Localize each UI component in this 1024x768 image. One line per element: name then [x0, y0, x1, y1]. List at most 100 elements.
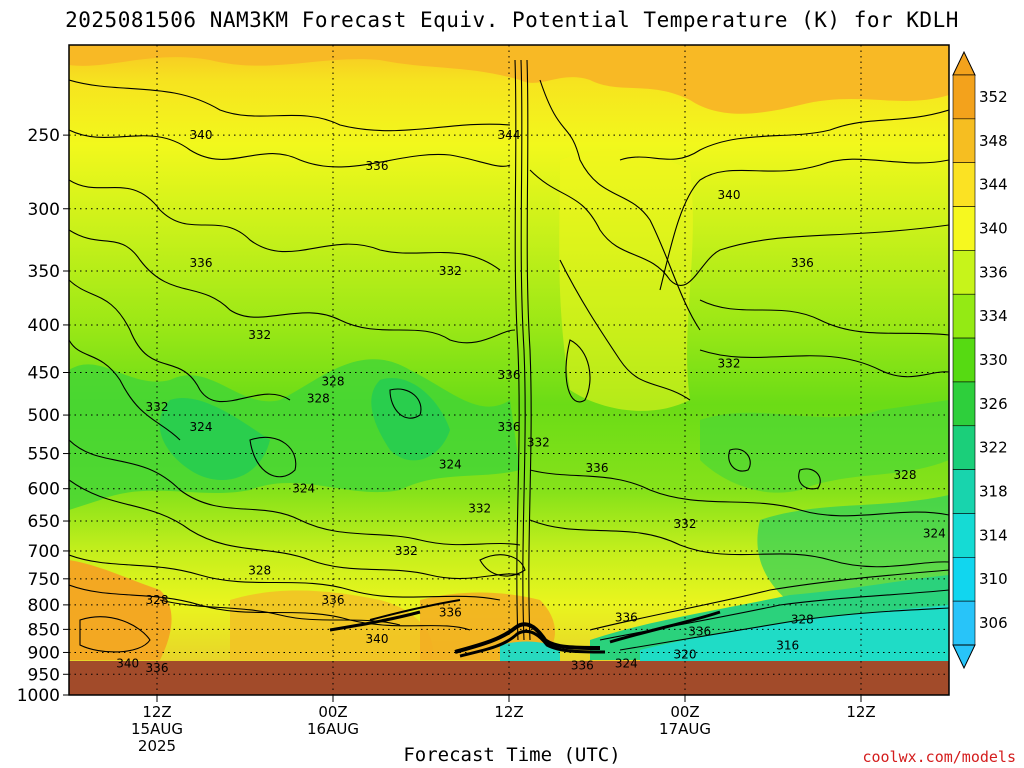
- chart-title: 2025081506 NAM3KM Forecast Equiv. Potent…: [65, 8, 959, 32]
- contour-label: 336: [190, 256, 213, 270]
- contour-label: 324: [923, 526, 946, 540]
- packed-contour-zone: [329, 599, 721, 658]
- colorbar-top-arrow: [952, 50, 976, 76]
- colorbar-swatch: [952, 513, 976, 558]
- plot-grid: [69, 45, 949, 695]
- contour-label: 340: [366, 632, 389, 646]
- x-axis-title: Forecast Time (UTC): [403, 744, 621, 766]
- colorbar-label: 340: [979, 219, 1008, 237]
- x-tick-label: 00Z: [318, 703, 347, 721]
- x-tick-label: 15AUG: [131, 720, 183, 738]
- contour-label: 332: [674, 517, 697, 531]
- field-background: [69, 45, 949, 695]
- contour-label: 328: [894, 468, 917, 482]
- colorbar-bottom-arrow: [952, 644, 976, 670]
- y-tick-label: 950: [28, 665, 60, 685]
- y-tick-label: 600: [28, 480, 60, 500]
- colorbar-swatch: [952, 162, 976, 207]
- colorbar-swatch: [952, 118, 976, 163]
- y-tick-label: 1000: [17, 686, 60, 706]
- contour-label: 320: [674, 648, 697, 662]
- x-tick-label: 12Z: [142, 703, 171, 721]
- y-tick-label: 250: [28, 126, 60, 146]
- y-tick-label: 650: [28, 512, 60, 532]
- colorbar-swatch: [952, 600, 976, 646]
- contour-label: 340: [190, 128, 213, 142]
- y-tick-label: 400: [28, 316, 60, 336]
- contour-label: 324: [439, 457, 462, 471]
- y-tick-label: 900: [28, 643, 60, 663]
- colorbar-swatch: [952, 337, 976, 383]
- contour-label: 328: [307, 392, 330, 406]
- colorbar-label: 352: [979, 88, 1008, 106]
- x-tick-label: 00Z: [670, 703, 699, 721]
- y-tick-label: 300: [28, 200, 60, 220]
- contour-label: 332: [718, 356, 741, 370]
- colorbar-label: 344: [979, 176, 1008, 194]
- contour-label: 340: [718, 188, 741, 202]
- contour-label: 332: [395, 544, 418, 558]
- colorbar-swatch: [952, 250, 976, 295]
- contour-labels: 340 344 336 340 336 332 336 332 336 332 328 328 332 3…: [116, 128, 946, 675]
- colorbar: 352 348 344 340 336 334 330 326 322 318 314 310 306: [952, 50, 1008, 670]
- contour-label: 336: [586, 461, 609, 475]
- colorbar-swatch: [952, 206, 976, 251]
- y-tick-label: 500: [28, 406, 60, 426]
- y-tick-label: 850: [28, 620, 60, 640]
- contour-label: 328: [791, 613, 814, 627]
- contour-label: 332: [248, 328, 271, 342]
- contour-label: 340: [116, 657, 139, 671]
- colorbar-swatch: [952, 74, 976, 120]
- colorbar-label: 318: [979, 483, 1008, 501]
- colorbar-swatch: [952, 381, 976, 427]
- x-tick-label: 16AUG: [307, 720, 359, 738]
- colorbar-label: 334: [979, 307, 1008, 325]
- colorbar-label: 330: [979, 351, 1008, 369]
- x-tick-label: 17AUG: [659, 720, 711, 738]
- contour-label: 336: [439, 605, 462, 619]
- y-tick-label: 800: [28, 596, 60, 616]
- x-tick-label: 2025: [138, 737, 176, 755]
- y-tick-label: 350: [28, 262, 60, 282]
- colorbar-swatch: [952, 469, 976, 514]
- x-tick-label: 12Z: [846, 703, 875, 721]
- colorbar-label: 306: [979, 614, 1008, 632]
- contour-label: 332: [146, 400, 169, 414]
- contour-label: 336: [146, 661, 169, 675]
- colorbar-label: 310: [979, 570, 1008, 588]
- colorbar-swatch: [952, 557, 976, 602]
- colorbar-label: 336: [979, 263, 1008, 281]
- y-axis: 250 300 350 400 450 500 550 600 650 700 750 800 850 9…: [17, 126, 69, 706]
- y-tick-label: 550: [28, 445, 60, 465]
- contour-label: 332: [527, 435, 550, 449]
- contour-label: 328: [322, 374, 345, 388]
- contour-label: 336: [571, 659, 594, 673]
- contour-label: 336: [498, 420, 521, 434]
- y-tick-label: 750: [28, 570, 60, 590]
- y-tick-label: 450: [28, 364, 60, 384]
- colorbar-label: 322: [979, 439, 1008, 457]
- contour-label: 316: [776, 639, 799, 653]
- contour-label: 328: [248, 564, 271, 578]
- colorbar-swatch: [952, 425, 976, 470]
- x-tick-label: 12Z: [494, 703, 523, 721]
- y-tick-label: 700: [28, 542, 60, 562]
- contour-label: 324: [292, 482, 315, 496]
- contour-label: 336: [791, 256, 814, 270]
- contour-label: 332: [439, 264, 462, 278]
- contour-label: 328: [146, 593, 169, 607]
- contour-label: 336: [615, 610, 638, 624]
- contour-label: 336: [366, 159, 389, 173]
- contour-label: 324: [190, 420, 213, 434]
- colorbar-label: 314: [979, 526, 1008, 544]
- contour-lines: [69, 59, 949, 653]
- colorbar-label: 348: [979, 132, 1008, 150]
- contour-label: 344: [498, 128, 521, 142]
- contour-label: 324: [615, 657, 638, 671]
- contour-label: 336: [322, 593, 345, 607]
- credit-text[interactable]: coolwx.com/models: [862, 748, 1016, 766]
- contour-label: 336: [498, 368, 521, 382]
- colorbar-swatch: [952, 293, 976, 339]
